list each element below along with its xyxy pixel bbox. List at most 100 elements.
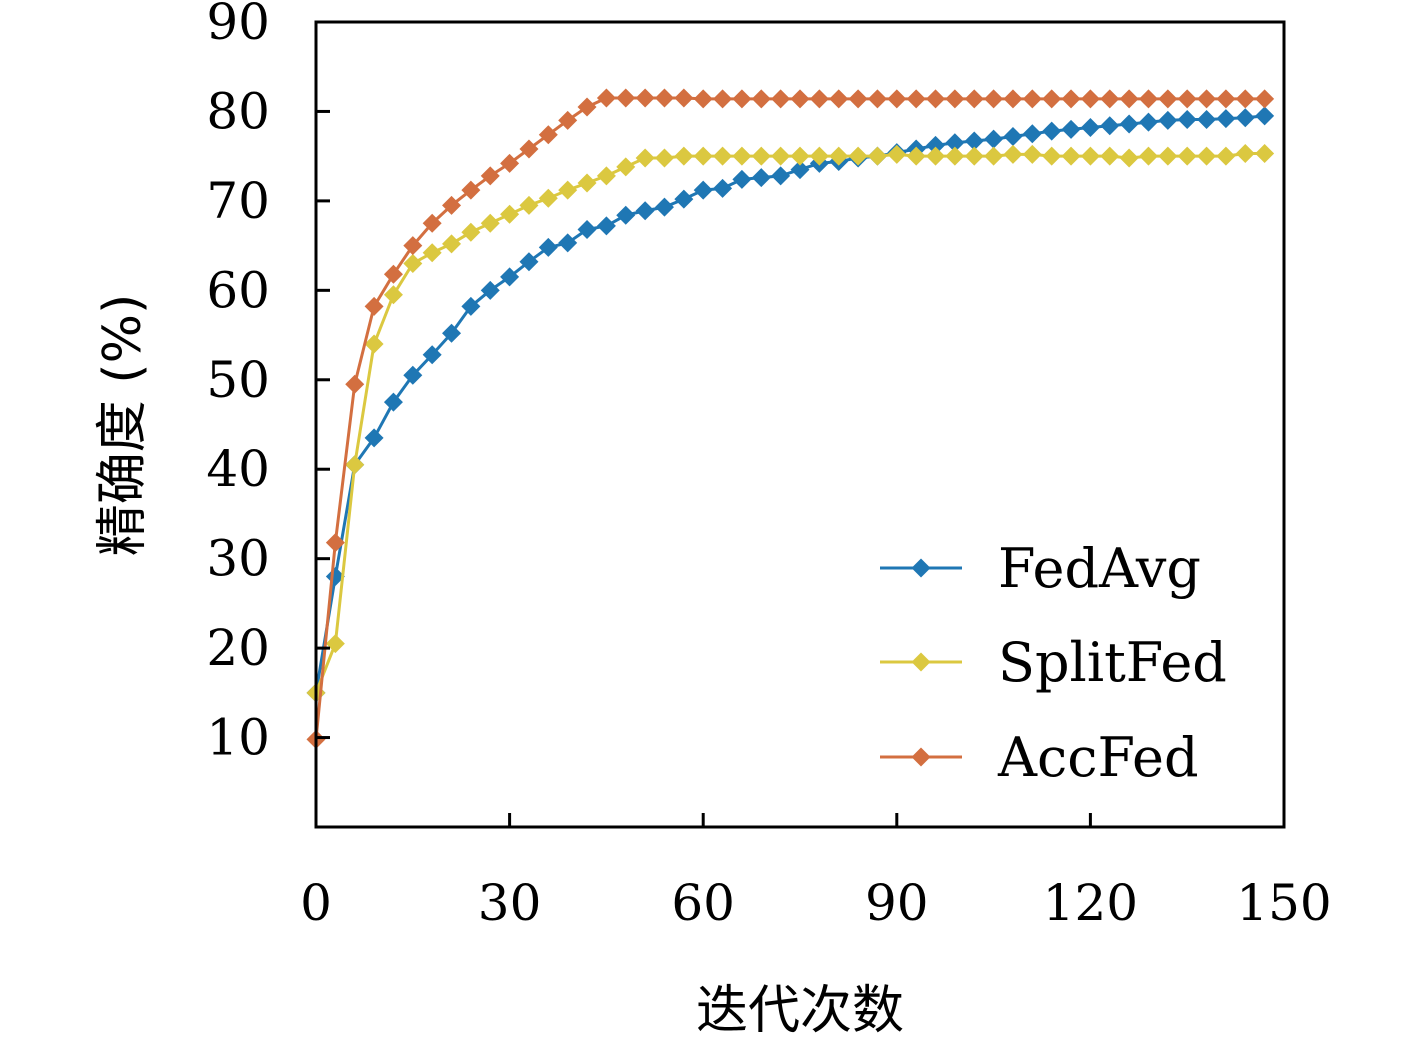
data-point xyxy=(519,139,539,159)
x-tick-label: 30 xyxy=(478,874,542,932)
data-point xyxy=(1158,89,1178,109)
data-point xyxy=(1138,89,1158,109)
data-point xyxy=(809,146,829,166)
data-point xyxy=(403,254,423,273)
data-point xyxy=(1100,89,1120,109)
data-point xyxy=(596,88,616,108)
y-tick-label: 20 xyxy=(206,619,270,677)
legend-label: AccFed xyxy=(997,726,1199,789)
data-point xyxy=(1061,146,1081,166)
data-point xyxy=(558,110,578,130)
data-point xyxy=(635,88,655,108)
data-point xyxy=(1197,89,1217,109)
legend-marker xyxy=(911,747,931,767)
data-point xyxy=(383,285,403,305)
legend-item-accfed: AccFed xyxy=(880,726,1199,789)
data-point xyxy=(809,89,829,109)
data-point xyxy=(500,153,520,173)
data-point xyxy=(364,428,384,448)
legend: FedAvg SplitFed AccFed xyxy=(880,537,1227,789)
y-axis-label: 精确度 (%) xyxy=(93,294,153,557)
data-point xyxy=(829,146,849,166)
data-point xyxy=(403,236,423,256)
y-tick-label: 60 xyxy=(206,261,270,319)
data-point xyxy=(771,146,791,166)
data-point xyxy=(538,125,558,145)
data-point xyxy=(1119,89,1139,109)
data-point xyxy=(442,323,462,343)
data-point xyxy=(1100,116,1120,136)
data-point xyxy=(1119,114,1139,134)
data-point xyxy=(1022,124,1042,144)
data-point xyxy=(713,146,733,166)
data-point xyxy=(1235,89,1255,109)
data-point xyxy=(945,146,965,166)
data-point xyxy=(1022,144,1042,164)
data-point xyxy=(771,89,791,109)
data-point xyxy=(790,160,810,180)
data-point xyxy=(771,166,791,186)
x-tick-label: 0 xyxy=(300,874,332,932)
legend-item-splitfed: SplitFed xyxy=(880,631,1227,694)
data-point xyxy=(1042,146,1062,166)
series-line-fedavg xyxy=(314,114,1265,694)
data-point xyxy=(616,157,636,177)
x-tick-label: 150 xyxy=(1236,874,1331,932)
data-point xyxy=(500,267,520,287)
data-point xyxy=(964,131,984,151)
data-point xyxy=(383,392,403,412)
legend-marker xyxy=(911,652,931,672)
data-point xyxy=(500,204,520,224)
series-splitfed xyxy=(306,143,1275,703)
series-layer xyxy=(306,88,1275,749)
data-point xyxy=(1080,118,1100,138)
data-point xyxy=(751,146,771,166)
data-point xyxy=(1255,143,1275,163)
data-point xyxy=(1255,106,1275,126)
y-tick-label: 10 xyxy=(206,709,270,767)
data-point xyxy=(984,146,1004,166)
data-point xyxy=(674,189,694,209)
data-point xyxy=(1003,144,1023,164)
plot-frame xyxy=(314,20,1286,829)
legend-label: SplitFed xyxy=(998,631,1227,694)
data-point xyxy=(1177,109,1197,129)
data-point xyxy=(1003,89,1023,109)
data-point xyxy=(519,252,539,272)
data-point xyxy=(732,146,752,166)
data-point xyxy=(867,146,887,166)
data-point xyxy=(364,296,384,316)
data-point xyxy=(1042,121,1062,141)
data-point xyxy=(654,148,674,168)
data-point xyxy=(596,166,616,186)
data-point xyxy=(654,88,674,108)
data-point xyxy=(1158,110,1178,130)
x-axis-label: 迭代次数 xyxy=(696,981,904,1039)
data-point xyxy=(577,220,597,240)
data-point xyxy=(713,89,733,109)
x-tick-label: 60 xyxy=(671,874,735,932)
tick-layer: 0 30 60 90 120 150 10 20 30 40 50 60 70 80 90 xyxy=(206,0,1331,932)
data-point xyxy=(403,365,423,385)
data-point xyxy=(1080,89,1100,109)
data-point xyxy=(364,334,384,354)
data-point xyxy=(1177,89,1197,109)
data-point xyxy=(1197,146,1217,166)
data-point xyxy=(1235,108,1255,128)
data-point xyxy=(732,169,752,189)
data-point xyxy=(1061,89,1081,109)
data-point xyxy=(558,233,578,253)
series-fedavg xyxy=(306,106,1275,703)
y-tick-label: 90 xyxy=(206,0,270,51)
data-point xyxy=(751,168,771,188)
data-point xyxy=(345,455,365,475)
data-point xyxy=(480,166,500,186)
data-point xyxy=(383,264,403,284)
data-point xyxy=(480,280,500,300)
data-point xyxy=(1022,89,1042,109)
data-point xyxy=(984,129,1004,149)
y-tick-label: 40 xyxy=(206,440,270,498)
data-point xyxy=(538,188,558,208)
data-point xyxy=(461,180,481,200)
